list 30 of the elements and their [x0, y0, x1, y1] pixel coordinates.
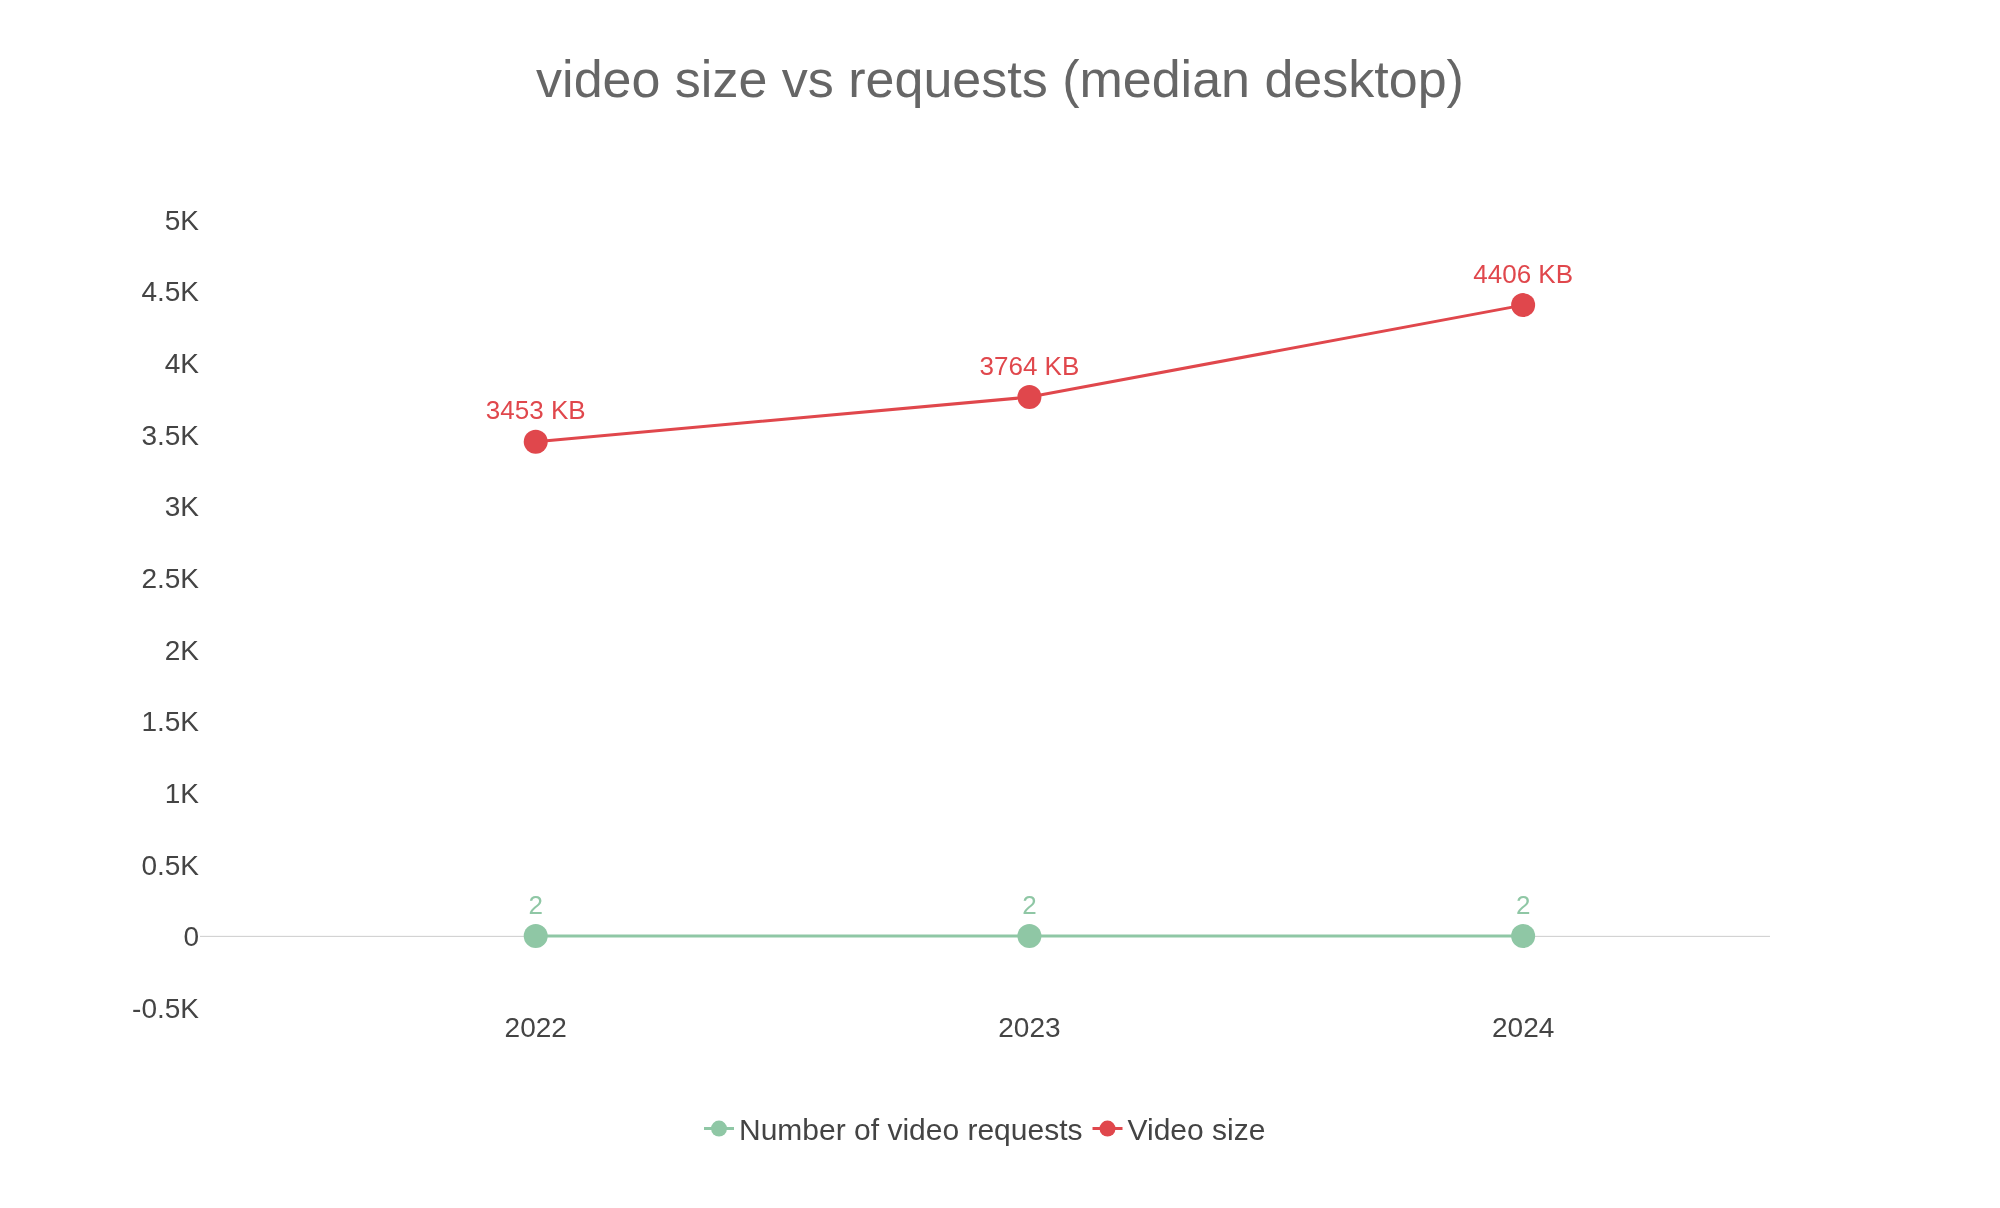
- y-tick-label: 0.5K: [141, 849, 200, 881]
- point: [523, 924, 548, 949]
- legend-label: Video size: [1127, 1113, 1266, 1147]
- data-label: 4406 KB: [1473, 258, 1574, 289]
- legend-label: Number of video requests: [739, 1113, 1083, 1147]
- point: [1511, 293, 1536, 318]
- y-tick-label: 3.5K: [141, 419, 200, 451]
- data-label: 3453 KB: [485, 395, 586, 426]
- data-label: 2: [1515, 889, 1531, 920]
- data-label: 3764 KB: [979, 350, 1080, 381]
- point: [1511, 924, 1536, 949]
- y-tick-label: 4K: [164, 348, 200, 380]
- y-tick-label: 0: [183, 921, 199, 953]
- y-tick-label: 1K: [164, 777, 200, 809]
- x-tick-label: 2022: [504, 1012, 567, 1043]
- y-tick-label: 2.5K: [141, 562, 200, 594]
- point: [523, 429, 548, 454]
- x-tick-label: 2023: [998, 1012, 1061, 1043]
- y-tick-label: 3K: [164, 491, 200, 523]
- chart-title: video size vs requests (median desktop): [536, 49, 1464, 108]
- data-label: 2: [1022, 889, 1037, 920]
- point: [1017, 385, 1042, 410]
- y-tick-label: -0.5K: [132, 992, 200, 1024]
- x-tick-label: 2024: [1491, 1012, 1555, 1043]
- y-tick-label: 2K: [164, 634, 200, 666]
- y-tick-label: 1.5K: [141, 706, 200, 738]
- data-label: 2: [528, 889, 543, 920]
- y-tick-label: 4.5K: [141, 276, 200, 308]
- point: [1017, 924, 1042, 949]
- y-tick-label: 5K: [164, 204, 200, 236]
